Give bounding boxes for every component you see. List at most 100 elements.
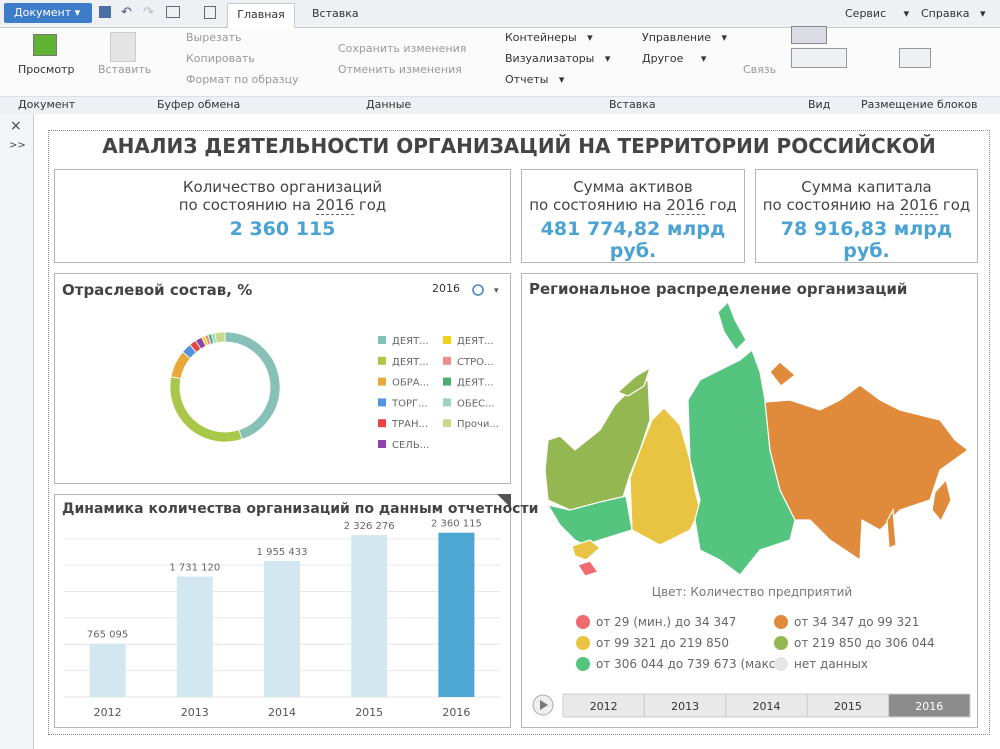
- card-sub-text: год: [709, 196, 737, 214]
- legend-label[interactable]: ТОРГ...: [391, 398, 428, 409]
- map-region[interactable]: [616, 366, 652, 397]
- legend-label[interactable]: СЕЛЬ...: [392, 440, 429, 451]
- timeline-label[interactable]: 2015: [834, 700, 862, 713]
- search-icon[interactable]: [472, 284, 484, 296]
- timeline-label[interactable]: 2016: [915, 700, 943, 713]
- legend-label[interactable]: СТРО...: [457, 357, 494, 368]
- bar[interactable]: [438, 532, 475, 697]
- tab[interactable]: Вставка: [312, 7, 359, 20]
- menu[interactable]: Справка ▾: [921, 7, 986, 20]
- tab[interactable]: Главная: [227, 3, 295, 28]
- legend-label[interactable]: ОБРА...: [392, 378, 429, 389]
- play-icon: [540, 700, 548, 710]
- preview-button-icon[interactable]: [33, 34, 57, 56]
- x-tick-label: 2012: [94, 706, 122, 719]
- legend-marker[interactable]: [774, 615, 788, 629]
- map-region[interactable]: [931, 478, 952, 523]
- kpi-card: Сумма капитала по состоянию на 2016 год …: [755, 169, 978, 263]
- timeline-label[interactable]: 2012: [590, 700, 618, 713]
- button[interactable]: Визуализаторы ▾: [505, 52, 611, 65]
- button[interactable]: Вставить: [98, 63, 152, 76]
- card-label: Количество организаций: [182, 178, 383, 196]
- legend-swatch: [378, 440, 386, 448]
- button[interactable]: Отчеты ▾: [505, 73, 565, 86]
- layout-button[interactable]: [899, 48, 931, 68]
- legend-label[interactable]: ОБЕС...: [457, 398, 495, 409]
- map-region[interactable]: [717, 300, 747, 351]
- print-icon[interactable]: [166, 6, 180, 18]
- legend-marker[interactable]: [774, 636, 788, 650]
- legend-label[interactable]: от 99 321 до 219 850: [596, 636, 729, 650]
- view-button[interactable]: [791, 26, 827, 44]
- expand-icon[interactable]: >>: [9, 140, 26, 151]
- bar[interactable]: [176, 576, 213, 697]
- legend-label[interactable]: от 29 (мин.) до 34 347: [596, 615, 736, 629]
- legend-marker[interactable]: [576, 657, 590, 671]
- legend-label[interactable]: ДЕЯТ...: [392, 357, 429, 368]
- year-selector[interactable]: 2016: [432, 282, 460, 295]
- legend-label[interactable]: от 34 347 до 99 321: [794, 615, 919, 629]
- value-label: 2 360 115: [431, 519, 482, 530]
- card-label: Сумма активов: [573, 178, 693, 196]
- document-menu[interactable]: Документ ▾: [4, 3, 92, 23]
- card-year[interactable]: 2016: [666, 196, 705, 215]
- view-button[interactable]: [791, 48, 847, 68]
- save-icon[interactable]: [99, 6, 111, 18]
- close-icon[interactable]: ×: [10, 118, 22, 134]
- legend-label[interactable]: ДЕЯТ...: [457, 378, 494, 389]
- bar[interactable]: [89, 643, 126, 697]
- map-region[interactable]: [764, 384, 970, 562]
- map-region[interactable]: [546, 495, 633, 546]
- map-region[interactable]: [544, 379, 651, 511]
- donut-segment[interactable]: [169, 376, 243, 443]
- button[interactable]: Другое ▾: [642, 52, 707, 65]
- button[interactable]: Управление ▾: [642, 31, 728, 44]
- legend-label[interactable]: Прочи...: [457, 419, 499, 430]
- bar[interactable]: [264, 560, 300, 697]
- button-label: Другое: [642, 52, 684, 65]
- timeline-cell[interactable]: [888, 693, 971, 718]
- redo-icon[interactable]: ↷: [143, 5, 154, 20]
- legend-label[interactable]: ДЕЯТ...: [392, 336, 429, 347]
- legend-marker[interactable]: [576, 636, 590, 650]
- button[interactable]: Копировать: [186, 52, 255, 65]
- undo-icon[interactable]: ↶: [121, 5, 132, 20]
- map-region[interactable]: [577, 560, 599, 577]
- button[interactable]: Связь: [743, 63, 777, 76]
- legend-label[interactable]: от 306 044 до 739 673 (макс.): [596, 657, 784, 671]
- button[interactable]: Сохранить изменения: [338, 42, 467, 55]
- dashboard-title: АНАЛИЗ ДЕЯТЕЛЬНОСТИ ОРГАНИЗАЦИЙ НА ТЕРРИ…: [102, 134, 936, 158]
- legend-label[interactable]: от 219 850 до 306 044: [794, 636, 935, 650]
- legend-marker[interactable]: [774, 657, 788, 671]
- button[interactable]: Контейнеры ▾: [505, 31, 593, 44]
- button[interactable]: Формат по образцу: [186, 73, 299, 86]
- legend-marker[interactable]: [576, 615, 590, 629]
- legend-label[interactable]: ДЕЯТ...: [457, 336, 494, 347]
- timeline-label[interactable]: 2013: [671, 700, 699, 713]
- donut-segment[interactable]: [224, 331, 281, 440]
- russia-map: [544, 300, 970, 577]
- dropdown-caret[interactable]: ▾: [494, 286, 499, 296]
- button[interactable]: Вырезать: [186, 31, 242, 44]
- card-sub: по состоянию на 2016 год: [522, 196, 744, 215]
- kpi-card: Количество организаций по состоянию на 2…: [54, 169, 511, 263]
- button[interactable]: Отменить изменения: [338, 63, 462, 76]
- card-year[interactable]: 2016: [315, 196, 355, 215]
- map-caption: Цвет: Количество предприятий: [652, 585, 852, 599]
- donut-segment[interactable]: [214, 331, 226, 344]
- button[interactable]: Просмотр: [18, 63, 75, 76]
- preview-icon[interactable]: [204, 6, 216, 19]
- map-region[interactable]: [571, 539, 601, 561]
- map-region[interactable]: [769, 361, 796, 387]
- kpi-card: Сумма активов по состоянию на 2016 год 4…: [521, 169, 745, 263]
- legend-label[interactable]: нет данных: [794, 657, 868, 671]
- map-region[interactable]: [886, 507, 897, 549]
- timeline-label[interactable]: 2014: [753, 700, 781, 713]
- dashboard: [48, 130, 990, 735]
- map-region[interactable]: [629, 407, 701, 546]
- bar[interactable]: [351, 535, 388, 697]
- menu[interactable]: Сервис ▾: [845, 7, 910, 20]
- map-title: Региональное распределение организаций: [529, 280, 907, 298]
- card-year[interactable]: 2016: [899, 196, 939, 215]
- legend-label[interactable]: ТРАН...: [391, 419, 428, 430]
